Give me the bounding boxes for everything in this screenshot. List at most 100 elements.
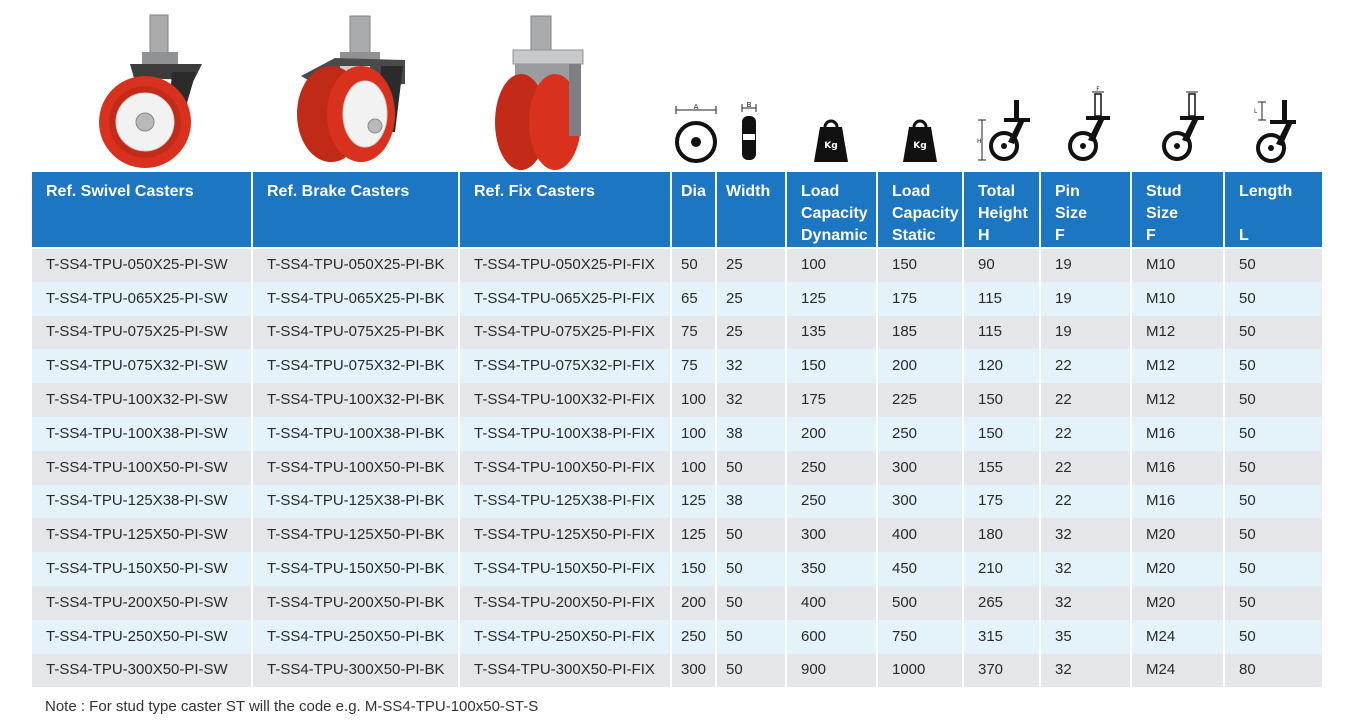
cell-load-dynamic: 250 [786, 450, 878, 485]
header-text: F [1055, 227, 1065, 244]
cell-load-static: 185 [877, 315, 964, 350]
cell-brake-ref: T-SS4-TPU-075X25-PI-BK [252, 315, 460, 350]
cell-load-dynamic: 300 [786, 518, 878, 553]
header-text: Total [978, 183, 1016, 200]
header-text: Stud [1146, 183, 1182, 200]
cell-load-dynamic: 175 [786, 383, 878, 417]
cell-width: 50 [716, 653, 787, 688]
cell-width: 50 [716, 619, 787, 654]
cell-load-static: 300 [877, 450, 964, 485]
cell-fix-ref: T-SS4-TPU-300X50-PI-FIX [459, 653, 672, 688]
cell-load-static: 300 [877, 484, 964, 519]
cell-width: 25 [716, 315, 787, 350]
header-text: Ref. Fix Casters [474, 183, 595, 200]
header-text: Dynamic [801, 227, 868, 244]
cell-swivel-ref: T-SS4-TPU-250X50-PI-SW [32, 619, 253, 654]
cell-brake-ref: T-SS4-TPU-100X38-PI-BK [252, 416, 460, 451]
cell-width: 25 [716, 281, 787, 316]
header-text: Length [1239, 183, 1293, 200]
cell-swivel-ref: T-SS4-TPU-065X25-PI-SW [32, 281, 253, 316]
cell-load-static: 225 [877, 383, 964, 417]
cell-load-dynamic: 135 [786, 315, 878, 350]
cell-load-dynamic: 200 [786, 416, 878, 451]
cell-length: 50 [1224, 484, 1322, 519]
cell-stud-size: M10 [1131, 281, 1225, 316]
diameter-diagram-icon: A [675, 103, 717, 163]
cell-stud-size: M12 [1131, 383, 1225, 417]
cell-stud-size: M20 [1131, 585, 1225, 620]
cell-dia: 75 [671, 315, 717, 350]
cell-stud-size: M16 [1131, 416, 1225, 451]
cell-pin-size: 32 [1040, 518, 1132, 553]
cell-length: 50 [1224, 416, 1322, 451]
cell-pin-size: 22 [1040, 349, 1132, 384]
cell-brake-ref: T-SS4-TPU-100X50-PI-BK [252, 450, 460, 485]
table-row: T-SS4-TPU-125X50-PI-SW T-SS4-TPU-125X50-P… [32, 518, 1322, 553]
stud-size-diagram-icon [1162, 91, 1204, 161]
cell-swivel-ref: T-SS4-TPU-150X50-PI-SW [32, 552, 253, 586]
cell-width: 50 [716, 585, 787, 620]
table-row: T-SS4-TPU-100X32-PI-SW T-SS4-TPU-100X32-P… [32, 383, 1322, 417]
cell-dia: 125 [671, 484, 717, 519]
cell-stud-size: M16 [1131, 450, 1225, 485]
cell-total-height: 315 [963, 619, 1041, 654]
cell-pin-size: 32 [1040, 585, 1132, 620]
svg-text:F: F [1096, 86, 1100, 93]
cell-length: 80 [1224, 653, 1322, 688]
svg-text:A: A [694, 103, 699, 111]
header-text: Width [726, 183, 771, 200]
cell-fix-ref: T-SS4-TPU-125X50-PI-FIX [459, 518, 672, 553]
cell-length: 50 [1224, 552, 1322, 586]
cell-dia: 250 [671, 619, 717, 654]
header-text: Ref. Swivel Casters [46, 183, 194, 200]
cell-stud-size: M12 [1131, 349, 1225, 384]
cell-stud-size: M12 [1131, 315, 1225, 350]
cell-dia: 65 [671, 281, 717, 316]
svg-text:Kg: Kg [913, 141, 926, 151]
cell-swivel-ref: T-SS4-TPU-125X50-PI-SW [32, 518, 253, 553]
cell-stud-size: M24 [1131, 653, 1225, 688]
header-text: Ref. Brake Casters [267, 183, 410, 200]
cell-brake-ref: T-SS4-TPU-250X50-PI-BK [252, 619, 460, 654]
cell-length: 50 [1224, 383, 1322, 417]
cell-fix-ref: T-SS4-TPU-065X25-PI-FIX [459, 281, 672, 316]
header-text: Pin [1055, 183, 1080, 200]
header-text: Size [1055, 205, 1088, 222]
cell-load-static: 450 [877, 552, 964, 586]
cell-length: 50 [1224, 450, 1322, 485]
cell-brake-ref: T-SS4-TPU-200X50-PI-BK [252, 585, 460, 620]
cell-dia: 75 [671, 349, 717, 384]
cell-load-dynamic: 400 [786, 585, 878, 620]
cell-load-static: 150 [877, 248, 964, 282]
cell-dia: 300 [671, 653, 717, 688]
cell-fix-ref: T-SS4-TPU-250X50-PI-FIX [459, 619, 672, 654]
length-diagram-icon: L [1254, 100, 1296, 163]
product-images-strip: A B Kg Kg H F [0, 0, 1350, 172]
cell-load-dynamic: 600 [786, 619, 878, 654]
header-text: Size [1146, 205, 1179, 222]
cell-dia: 100 [671, 416, 717, 451]
total-height-diagram-icon: H [977, 100, 1030, 161]
svg-text:H: H [977, 138, 982, 145]
cell-length: 50 [1224, 619, 1322, 654]
cell-load-dynamic: 150 [786, 349, 878, 384]
header-ref-brake: Ref. Brake Casters [252, 172, 460, 249]
header-total-height: Total Height H [963, 172, 1041, 249]
svg-text:L: L [1254, 108, 1258, 115]
cell-swivel-ref: T-SS4-TPU-300X50-PI-SW [32, 653, 253, 688]
cell-swivel-ref: T-SS4-TPU-125X38-PI-SW [32, 484, 253, 519]
cell-dia: 125 [671, 518, 717, 553]
cell-length: 50 [1224, 248, 1322, 282]
cell-fix-ref: T-SS4-TPU-100X32-PI-FIX [459, 383, 672, 417]
cell-width: 50 [716, 552, 787, 586]
header-width: Width [716, 172, 787, 249]
cell-brake-ref: T-SS4-TPU-150X50-PI-BK [252, 552, 460, 586]
width-diagram-icon: B [741, 101, 757, 160]
cell-swivel-ref: T-SS4-TPU-100X32-PI-SW [32, 383, 253, 417]
cell-stud-size: M24 [1131, 619, 1225, 654]
header-ref-swivel: Ref. Swivel Casters [32, 172, 253, 249]
cell-total-height: 115 [963, 281, 1041, 316]
cell-fix-ref: T-SS4-TPU-075X25-PI-FIX [459, 315, 672, 350]
cell-dia: 100 [671, 383, 717, 417]
header-text: H [978, 227, 990, 244]
